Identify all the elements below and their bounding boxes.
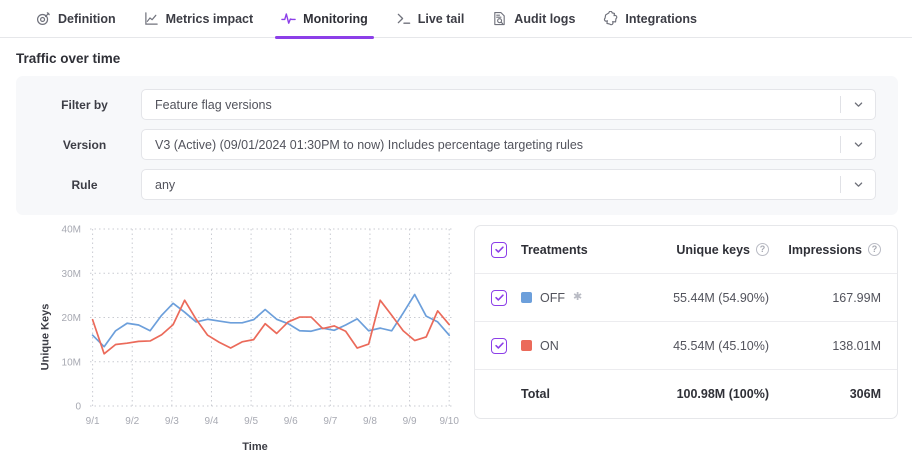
total-label: Total [521, 387, 550, 401]
tab-live-tail[interactable]: Live tail [382, 0, 479, 38]
header-impressions-label: Impressions [788, 242, 862, 257]
filter-panel: Filter by Feature flag versions Version … [16, 76, 898, 215]
x-tick-label: 9/8 [363, 416, 377, 427]
rule-label: Rule [71, 177, 98, 192]
doc-search-icon [492, 11, 507, 26]
header-unique-keys-label: Unique keys [676, 242, 750, 257]
row-label-off: OFF [540, 290, 565, 305]
header-treatments: Treatments [521, 242, 588, 257]
puzzle-icon [603, 10, 618, 26]
row-unique-keys-off: 55.44M (54.90%) [673, 290, 769, 305]
x-tick-label: 9/3 [165, 416, 179, 427]
x-tick-label: 9/9 [403, 416, 417, 427]
row-name-cell-on: ON [521, 339, 629, 353]
traffic-chart: Unique Keys 0 10M 20M 30M 40M 9/1 9/2 9/3 9/4 9/5… [4, 221, 466, 454]
row-impressions-off: 167.99M [832, 290, 881, 305]
series-line-off [91, 293, 451, 348]
filter-by-select[interactable]: Feature flag versions [141, 89, 876, 120]
chart-canvas: 0 10M 20M 30M 40M 9/1 9/2 9/3 9/4 9/5 9/6 9/7 9/8 9/9… [62, 225, 460, 428]
rule-value: any [155, 177, 176, 192]
line-chart-icon [144, 11, 159, 26]
chevron-down-icon[interactable] [841, 179, 875, 190]
tab-live-tail-label: Live tail [417, 11, 465, 26]
x-tick-label: 9/7 [323, 416, 337, 427]
header-impressions: Impressions ? [769, 243, 881, 257]
chart-x-axis-label: Time [242, 441, 268, 453]
y-tick-label: 20M [62, 313, 81, 324]
total-impressions: 306M [849, 387, 881, 401]
y-tick-label: 30M [62, 269, 81, 280]
row-checkbox-off[interactable] [491, 289, 507, 306]
row-checkbox-on[interactable] [491, 337, 507, 354]
x-tick-label: 9/6 [284, 416, 298, 427]
treatments-table: Treatments Unique keys ? Impressions ? O… [474, 225, 898, 419]
table-row[interactable]: OFF ✱ 55.44M (54.90%) 167.99M [475, 274, 897, 322]
y-tick-label: 40M [62, 225, 81, 236]
filter-by-label: Filter by [61, 97, 108, 112]
chevron-down-icon[interactable] [841, 99, 875, 110]
y-tick-label: 0 [75, 402, 81, 413]
tab-metrics-impact[interactable]: Metrics impact [130, 0, 268, 38]
series-color-swatch-off [521, 292, 532, 303]
tab-integrations[interactable]: Integrations [589, 0, 711, 38]
select-all-checkbox[interactable] [491, 241, 507, 258]
page-title: Traffic over time [16, 51, 121, 66]
select-divider [840, 176, 841, 193]
x-tick-label: 9/1 [86, 416, 100, 427]
pulse-icon [281, 11, 296, 26]
tab-integrations-label: Integrations [625, 11, 697, 26]
series-color-swatch-on [521, 340, 532, 351]
default-treatment-star-icon: ✱ [573, 291, 583, 303]
filter-by-value: Feature flag versions [155, 97, 272, 112]
header-unique-keys: Unique keys ? [629, 243, 769, 257]
y-tick-label: 10M [62, 357, 81, 368]
version-value: V3 (Active) (09/01/2024 01:30PM to now) … [155, 137, 584, 152]
tab-definition[interactable]: Definition [22, 0, 130, 38]
row-name-cell-off: OFF ✱ [521, 291, 629, 305]
x-tick-label: 9/5 [244, 416, 258, 427]
filter-row-filter-by: Filter by Feature flag versions [38, 89, 876, 120]
help-circle-icon[interactable]: ? [756, 243, 769, 256]
tab-metrics-impact-label: Metrics impact [165, 11, 254, 26]
tab-monitoring-label: Monitoring [303, 11, 368, 26]
version-label: Version [62, 137, 107, 152]
x-tick-label: 9/10 [439, 416, 459, 427]
tab-bar: Definition Metrics impact Monitoring Liv… [0, 0, 912, 39]
filter-row-version: Version V3 (Active) (09/01/2024 01:30PM … [38, 129, 876, 160]
x-tick-label: 9/2 [125, 416, 139, 427]
monitoring-body: Unique Keys 0 10M 20M 30M 40M 9/1 9/2 9/3 9/4 9/5… [4, 221, 898, 453]
table-total-row: Total 100.98M (100%) 306M [475, 370, 897, 418]
total-checkbox-placeholder [491, 386, 507, 402]
filter-row-rule: Rule any [38, 169, 876, 200]
table-row[interactable]: ON 45.54M (45.10%) 138.01M [475, 322, 897, 370]
row-label-on: ON [540, 338, 559, 353]
table-header-row: Treatments Unique keys ? Impressions ? [475, 226, 897, 274]
tab-audit-logs[interactable]: Audit logs [478, 0, 589, 38]
target-pen-icon [36, 11, 51, 26]
series-line-on [91, 299, 451, 355]
terminal-icon [396, 11, 411, 26]
total-unique-keys: 100.98M (100%) [676, 387, 769, 401]
help-circle-icon[interactable]: ? [868, 243, 881, 256]
chevron-down-icon[interactable] [841, 139, 875, 150]
tab-monitoring[interactable]: Monitoring [267, 0, 382, 39]
x-tick-label: 9/4 [205, 416, 219, 427]
rule-select[interactable]: any [141, 169, 876, 200]
select-divider [840, 136, 841, 153]
tab-definition-label: Definition [58, 11, 116, 26]
row-unique-keys-on: 45.54M (45.10%) [673, 338, 769, 353]
row-impressions-on: 138.01M [832, 338, 881, 353]
version-select[interactable]: V3 (Active) (09/01/2024 01:30PM to now) … [141, 129, 876, 160]
tab-audit-logs-label: Audit logs [514, 11, 576, 26]
select-divider [840, 96, 841, 113]
